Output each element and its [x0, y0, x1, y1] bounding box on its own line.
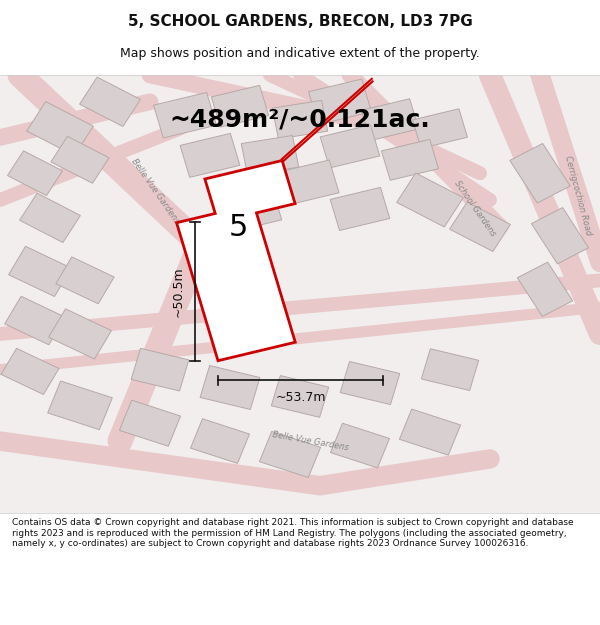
Bar: [449, 202, 511, 251]
Bar: [272, 101, 328, 139]
Bar: [8, 151, 62, 196]
Bar: [241, 136, 299, 175]
Bar: [281, 160, 339, 204]
Bar: [20, 193, 80, 242]
Bar: [510, 144, 570, 203]
Bar: [200, 366, 260, 409]
Bar: [80, 77, 140, 126]
Bar: [211, 86, 269, 127]
Bar: [361, 99, 419, 141]
Text: ~489m²/~0.121ac.: ~489m²/~0.121ac.: [170, 107, 430, 132]
Bar: [271, 376, 329, 418]
Text: Contains OS data © Crown copyright and database right 2021. This information is : Contains OS data © Crown copyright and d…: [12, 518, 574, 548]
Bar: [5, 296, 65, 345]
Bar: [8, 246, 71, 296]
Bar: [330, 188, 390, 231]
Bar: [191, 419, 250, 463]
Bar: [119, 400, 181, 446]
Text: Belle Vue Gardens: Belle Vue Gardens: [129, 157, 181, 225]
Bar: [1, 348, 59, 394]
Bar: [397, 173, 463, 227]
Bar: [154, 92, 217, 138]
Bar: [532, 208, 589, 264]
Bar: [400, 409, 461, 455]
Bar: [218, 186, 282, 232]
Bar: [413, 109, 467, 148]
Text: School Gardens: School Gardens: [452, 179, 497, 239]
Text: 5, SCHOOL GARDENS, BRECON, LD3 7PG: 5, SCHOOL GARDENS, BRECON, LD3 7PG: [128, 14, 472, 29]
Bar: [47, 381, 112, 430]
Bar: [26, 102, 94, 156]
Bar: [49, 309, 112, 359]
Bar: [180, 133, 240, 178]
Bar: [308, 79, 371, 124]
Text: 5: 5: [228, 214, 248, 243]
Text: Cerrigcochion Road: Cerrigcochion Road: [563, 154, 593, 236]
Polygon shape: [176, 161, 295, 361]
Bar: [259, 431, 320, 478]
Text: ~53.7m: ~53.7m: [275, 391, 326, 404]
Bar: [340, 361, 400, 404]
Bar: [51, 136, 109, 183]
Bar: [421, 349, 479, 391]
Bar: [131, 348, 189, 391]
Text: Map shows position and indicative extent of the property.: Map shows position and indicative extent…: [120, 48, 480, 61]
FancyBboxPatch shape: [0, 75, 600, 512]
Bar: [517, 262, 572, 316]
Text: ~50.5m: ~50.5m: [172, 266, 185, 317]
Text: Belle Vue Gardens: Belle Vue Gardens: [271, 430, 349, 452]
Bar: [382, 139, 439, 180]
Bar: [56, 257, 114, 304]
Bar: [331, 423, 389, 468]
Bar: [320, 125, 380, 168]
